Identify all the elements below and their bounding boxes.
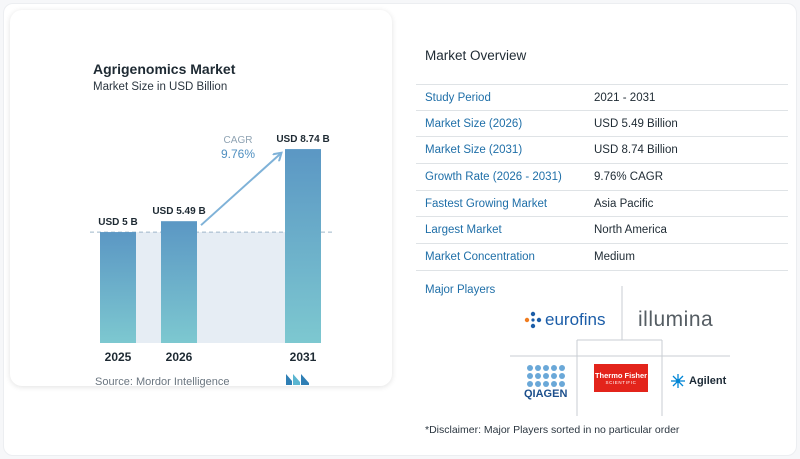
data-label-2026: USD 5.49 B xyxy=(152,206,205,217)
overview-label: Growth Rate (2026 - 2031) xyxy=(425,171,562,184)
overview-label: Largest Market xyxy=(425,224,502,237)
overview-value: 9.76% CAGR xyxy=(594,171,664,184)
overview-label: Market Concentration xyxy=(425,251,535,264)
major-players-label: Major Players xyxy=(425,284,496,296)
thermo-sub-wordmark: SCIENTIFIC xyxy=(605,379,637,385)
mordor-logo-icon xyxy=(286,374,309,385)
overview-row: Largest Market North America xyxy=(416,217,788,245)
overview-row: Market Size (2026) USD 5.49 Billion xyxy=(416,111,788,138)
illumina-wordmark: illumina xyxy=(638,308,714,331)
overview-title: Market Overview xyxy=(425,48,527,63)
chart-card: Agrigenomics Market Market Size in USD B… xyxy=(10,10,392,388)
overview-row: Market Size (2031) USD 8.74 Billion xyxy=(416,137,788,165)
overview-value: Asia Pacific xyxy=(594,197,654,210)
overview-row: Fastest Growing Market Asia Pacific xyxy=(416,191,788,218)
overview-table: Study Period 2021 - 2031 Market Size (20… xyxy=(416,84,788,271)
overview-row: Market Concentration Medium xyxy=(416,244,788,271)
illumina-logo: illumina xyxy=(638,308,713,332)
chart-title: Agrigenomics Market xyxy=(93,61,236,77)
overview-row: Study Period 2021 - 2031 xyxy=(416,84,788,111)
chart-subtitle: Market Size in USD Billion xyxy=(93,81,228,93)
overview-value: 2021 - 2031 xyxy=(594,92,656,104)
qiagen-wordmark: QIAGEN xyxy=(524,388,568,400)
data-label-2031: USD 8.74 B xyxy=(276,134,329,145)
overview-value: USD 8.74 Billion xyxy=(594,144,678,157)
cagr-arrow xyxy=(200,154,280,226)
players-grid-lines xyxy=(510,286,730,416)
overview-label: Fastest Growing Market xyxy=(425,197,548,210)
cagr-label: CAGR xyxy=(224,135,253,146)
agilent-spark-icon xyxy=(671,374,685,388)
thermo-wordmark: Thermo Fisher xyxy=(594,370,648,380)
overview-label: Study Period xyxy=(425,92,491,104)
overview-value: North America xyxy=(594,224,667,237)
eurofins-mark-icon xyxy=(524,311,542,329)
data-label-2025: USD 5 B xyxy=(98,217,137,228)
eurofins-logo: eurofins xyxy=(524,310,605,330)
cagr-value: 9.76% xyxy=(221,147,255,161)
bar-2025 xyxy=(100,232,136,343)
overview-row: Growth Rate (2026 - 2031) 9.76% CAGR xyxy=(416,164,788,191)
overview-label: Market Size (2026) xyxy=(425,117,523,130)
overview-label: Market Size (2031) xyxy=(425,144,523,157)
source-note: Source: Mordor Intelligence xyxy=(95,376,230,388)
x-tick-2026: 2026 xyxy=(166,350,193,364)
x-tick-2025: 2025 xyxy=(105,350,132,364)
agilent-wordmark: Agilent xyxy=(689,375,727,387)
bar-2026 xyxy=(161,221,197,343)
overview-value: USD 5.49 Billion xyxy=(594,117,678,130)
qiagen-logo: QIAGEN xyxy=(524,364,567,400)
bar-2031 xyxy=(285,149,321,343)
eurofins-wordmark: eurofins xyxy=(545,310,606,329)
reference-band xyxy=(136,232,285,343)
thermo-fisher-logo: Thermo Fisher SCIENTIFIC xyxy=(594,364,648,392)
overview-value: Medium xyxy=(594,251,635,264)
disclaimer: *Disclaimer: Major Players sorted in no … xyxy=(425,424,680,436)
qiagen-dots-icon xyxy=(526,365,565,387)
agilent-logo: Agilent xyxy=(670,373,726,389)
bar-chart: USD 5 B 2025 USD 5.49 B 2026 USD 8.74 B 2031 C… xyxy=(90,134,335,364)
players-grid: eurofins illumina QIAGEN Thermo Fisher S… xyxy=(510,286,730,416)
x-tick-2031: 2031 xyxy=(290,350,317,364)
